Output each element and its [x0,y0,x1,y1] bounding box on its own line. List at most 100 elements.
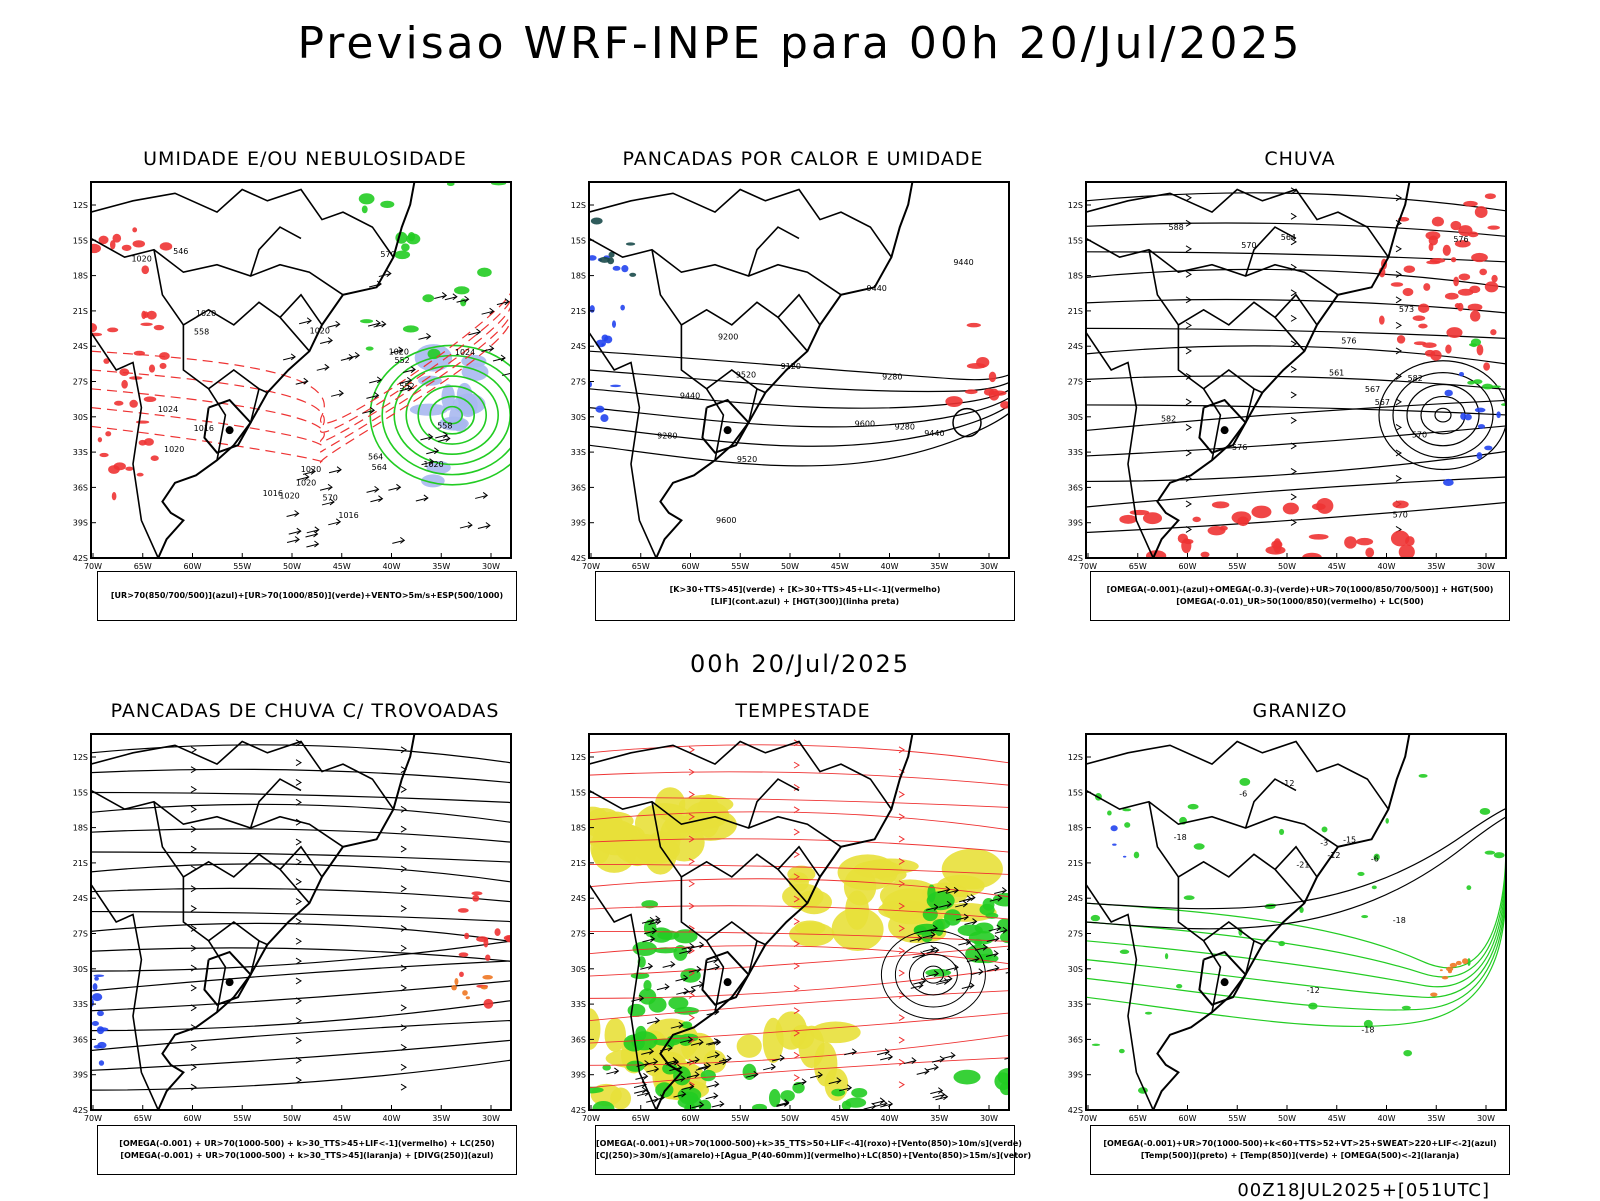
country-border [91,883,159,1110]
wind-vector [955,900,969,908]
wind-vector [468,328,482,336]
rain-green-area [1481,383,1494,390]
contour-label: 1024 [455,348,475,357]
rain-red-area [1183,538,1194,545]
humidity-green-area [380,200,395,209]
wind-vector [456,295,470,303]
temp850-green-contour [1122,808,1132,812]
streamline-arrow [1290,493,1297,501]
wind-vector [402,366,416,374]
cyclone-contour [1392,372,1494,459]
temp850-green-contour [1091,1043,1101,1047]
temp850-green-contour [1418,773,1428,778]
cyclone-contour [1434,407,1452,423]
streamline [589,1012,1009,1044]
thunder-red-area [464,932,470,940]
wind-vector [989,894,1003,902]
temp850-green-contour [1144,1011,1153,1015]
rain-red-area [1142,512,1163,525]
streamline-arrow [898,791,905,798]
humidity-red-area [125,466,134,471]
temp850-green-contour [1321,826,1328,833]
uruguay-outline [203,398,252,454]
country-border [249,388,260,423]
rain-red-area [1308,533,1329,540]
wind-vector [475,492,489,499]
streamline-arrow [190,805,197,813]
wind-vector [606,1067,620,1075]
contour-label: 9280 [895,422,915,431]
wind-vector [691,1101,705,1109]
rain-red-area [1211,501,1230,509]
humidity-red-area [150,455,159,461]
lif-blue-contour [621,265,629,273]
humidity-green-area [453,286,470,295]
country-border [705,940,725,1013]
lat-tick-label: 12S [1068,201,1083,210]
contour-label: 582 [1408,374,1423,383]
wind-green-area [649,927,673,943]
streamline-arrow [190,964,197,972]
lif-blue-contour [589,305,595,313]
country-border [1086,740,1390,810]
lat-tick-label: 24S [571,894,586,903]
country-border [651,801,809,904]
lat-tick-label: 21S [1068,307,1083,316]
lon-tick-label: 40W [880,562,898,571]
lon-tick-label: 65W [632,1114,650,1123]
streamline-arrow [400,746,407,754]
lat-tick-label: 30S [1068,965,1083,974]
lat-tick-label: 36S [571,483,586,492]
wind-vector [459,521,473,529]
streamline-arrow [400,805,407,813]
lat-tick-label: 27S [73,378,88,387]
wind-vector [675,974,689,982]
country-border [1177,324,1263,394]
lon-tick-label: 60W [681,562,699,571]
wind-green-area [643,979,652,992]
country-border [747,226,800,277]
lat-tick-label: 15S [73,236,88,245]
mid-title: 00h 20/Jul/2025 [689,650,911,678]
wind-vector [296,473,310,481]
lon-tick-label: 40W [382,562,400,571]
contour-label: 576 [1341,336,1356,345]
jet-yellow-area [595,811,634,831]
thunder-red-area [471,891,483,896]
lon-tick-label: 65W [1129,562,1147,571]
wind-vector [481,307,495,315]
contour-label: 552 [399,382,414,391]
country-border [705,388,725,461]
lon-tick-label: 30W [980,562,998,571]
lon-tick-label: 35W [432,1114,450,1123]
streamline [91,828,511,843]
streamline-arrow [400,885,407,893]
wind-vector [925,924,939,932]
streamline-arrow [688,813,695,821]
uruguay-outline [1198,398,1247,454]
legend-box-pancadas_trovoadas: [OMEGA(-0.001) + UR>70(1000-500) + k>30_… [97,1125,517,1175]
panel-title: GRANIZO [1252,700,1348,722]
thunder-red-area [457,908,469,913]
streamline [91,947,511,962]
temp850-green-contour [1193,843,1205,850]
wind-vector [415,494,429,502]
wind-vector [662,960,676,968]
divergence-blue-area [91,993,103,1002]
streamline-arrow [1185,270,1192,278]
wind-vector [776,1100,790,1107]
temp850-green-contour [1493,852,1505,859]
streamline [589,744,1009,764]
thunder-orange-area [480,985,488,990]
wind-vector [676,987,690,995]
lat-tick-label: 15S [73,788,88,797]
panel-title: PANCADAS DE CHUVA C/ TROVOADAS [110,700,500,722]
contour-label: 570 [380,250,395,259]
wind-vector [378,270,392,278]
contour-label: -18 [1393,916,1406,925]
lat-tick-label: 21S [571,859,586,868]
streamline-arrow [1395,449,1402,457]
map-canvas: -6 -6 -12 -12 -12 -18 -18 -21 -18 -15 -3 12S 15S 18S 2… [1068,733,1507,1123]
wind-vector [645,1058,659,1066]
